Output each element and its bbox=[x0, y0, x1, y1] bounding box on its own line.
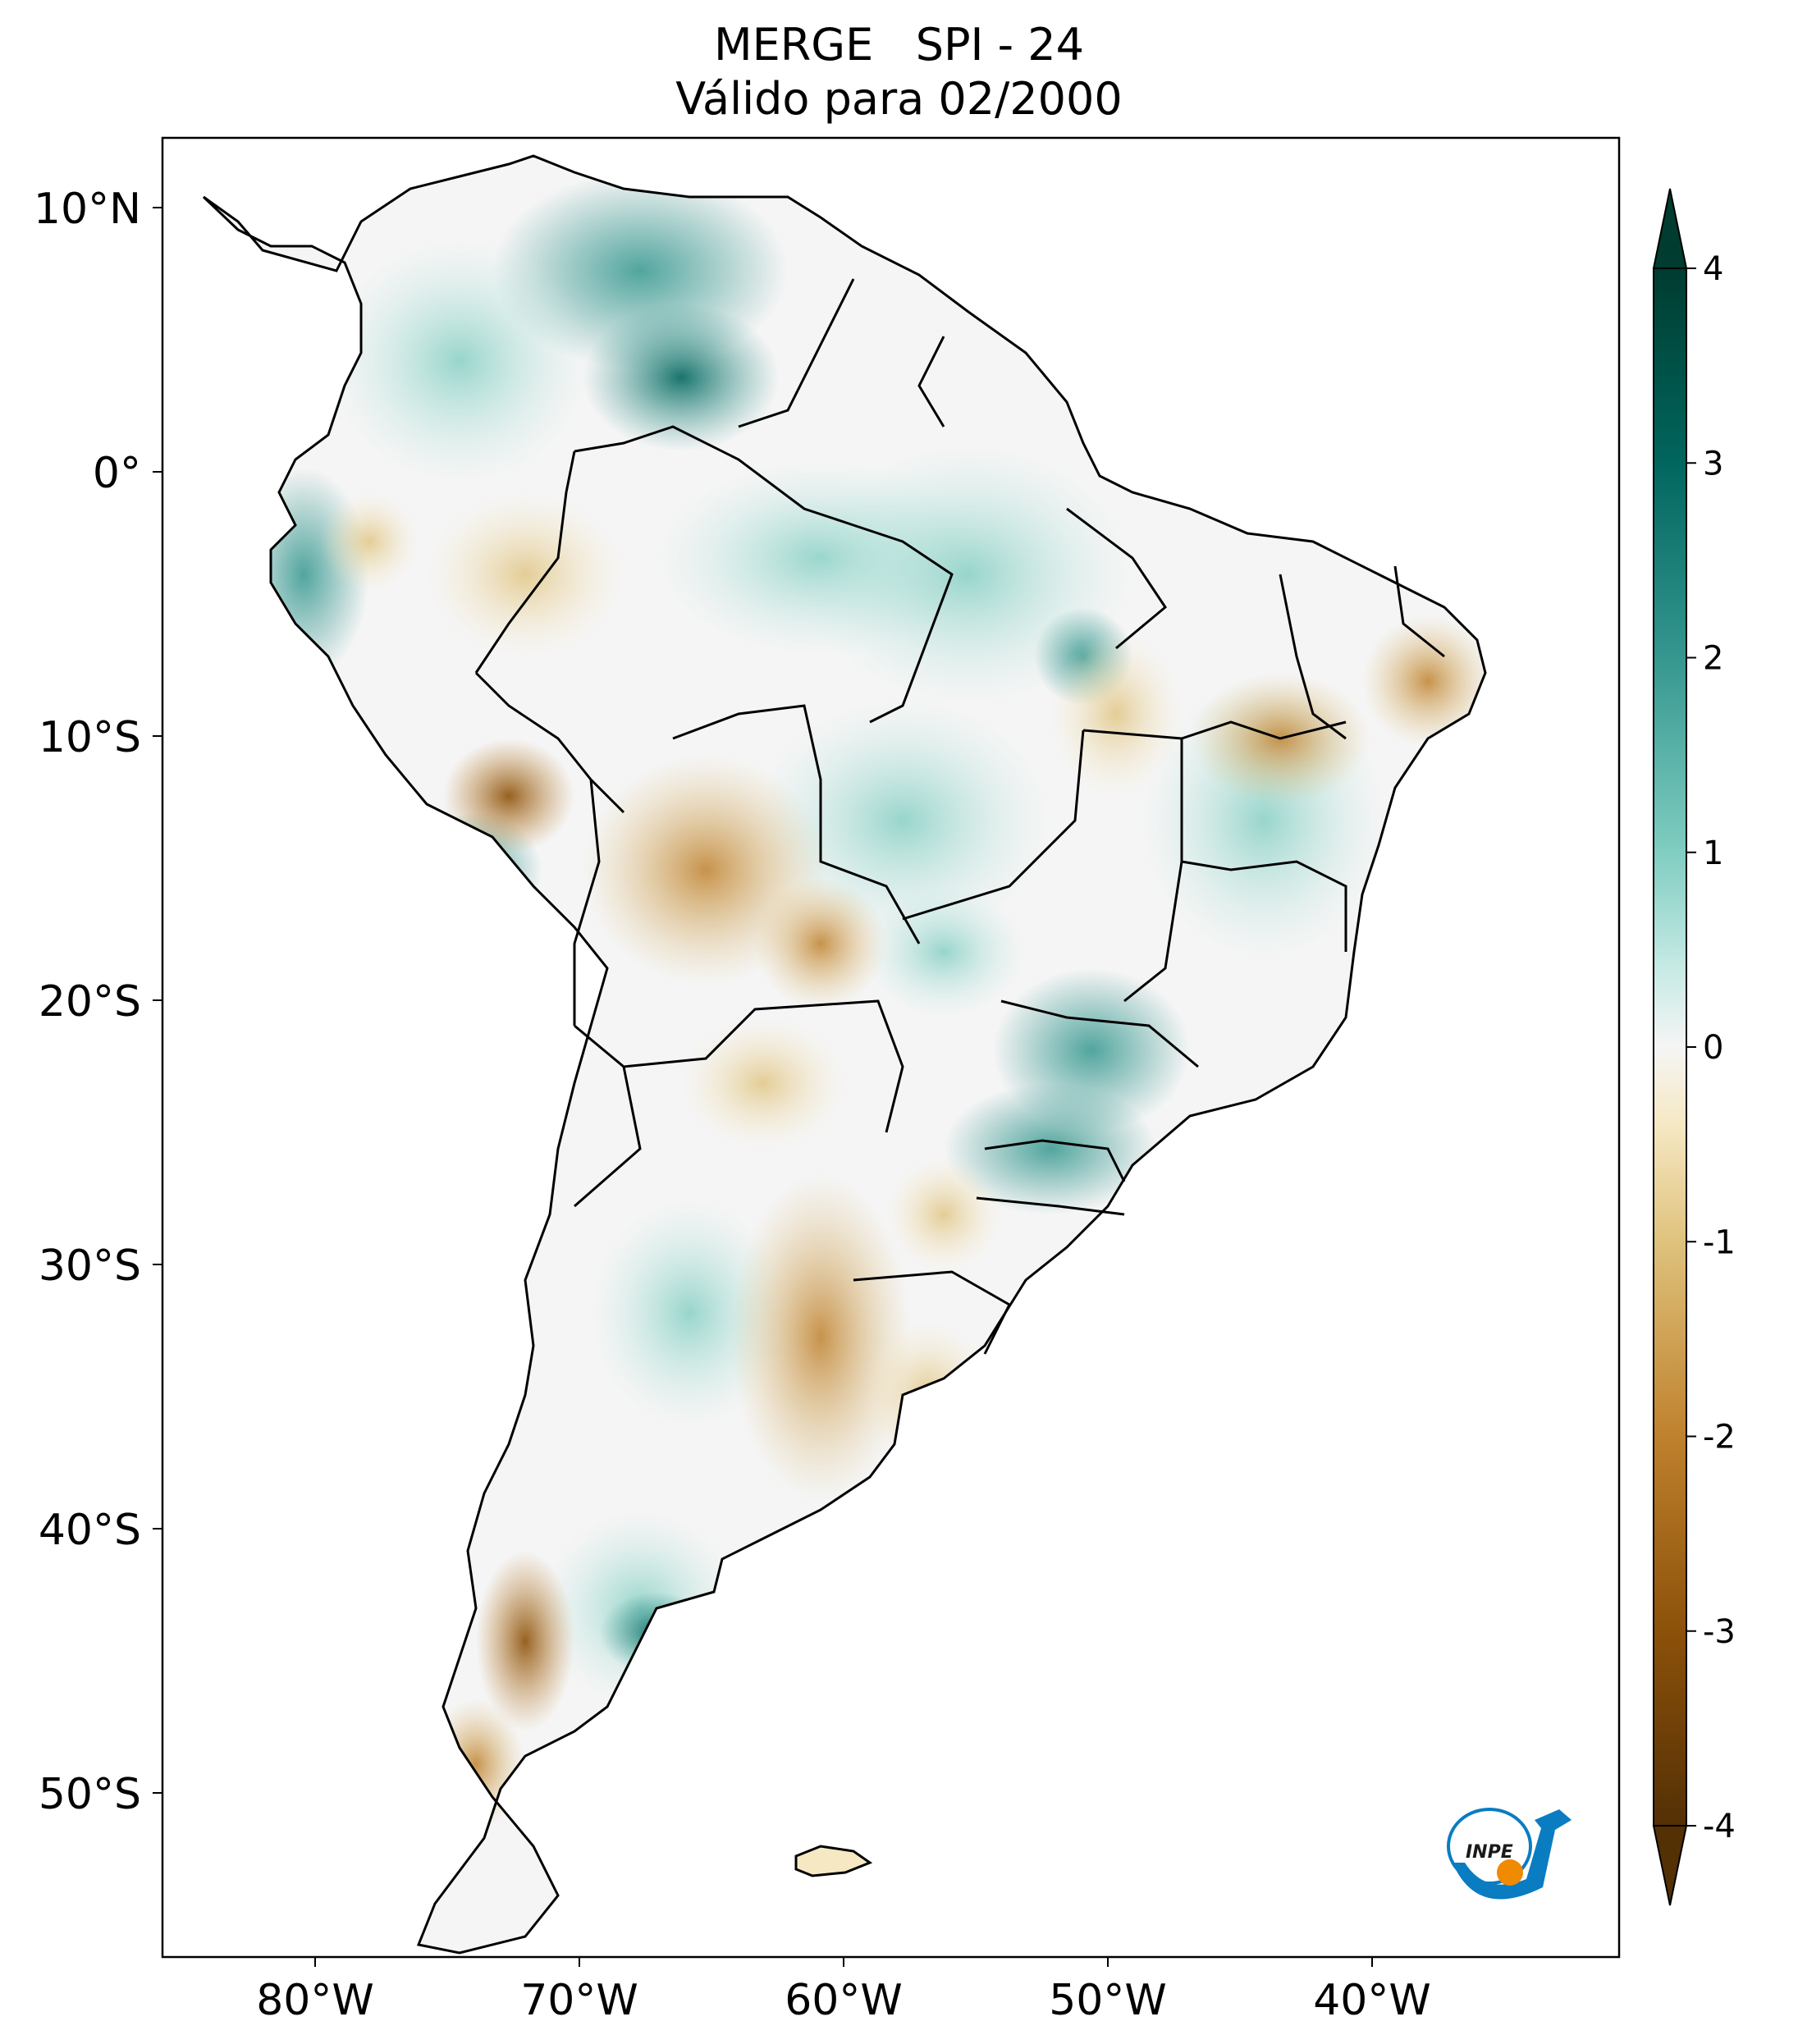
falkland-islands bbox=[794, 1845, 873, 1877]
colorbar-extend-bottom bbox=[1652, 1825, 1688, 1906]
title-line-2: Válido para 02/2000 bbox=[675, 73, 1123, 125]
colorbar-tick-label: 1 bbox=[1703, 835, 1723, 872]
lon-label-40w: 40°W bbox=[1313, 1976, 1431, 2025]
lat-label-0: 0° bbox=[93, 449, 141, 498]
lat-label-50s: 50°S bbox=[39, 1770, 141, 1819]
lat-label-10s: 10°S bbox=[39, 713, 141, 762]
colorbar-body bbox=[1653, 268, 1687, 1827]
colorbar-tick-label: -1 bbox=[1703, 1223, 1736, 1261]
lon-label-60w: 60°W bbox=[785, 1976, 903, 2025]
lat-label-40s: 40°S bbox=[39, 1506, 141, 1555]
colorbar-tick-label: 2 bbox=[1703, 640, 1723, 678]
inpe-logo-text: INPE bbox=[1466, 1842, 1513, 1863]
lat-label-20s: 20°S bbox=[39, 977, 141, 1027]
political-borders bbox=[474, 278, 1445, 1355]
latitude-axis: 10°N 0° 10°S 20°S 30°S 40°S 50°S bbox=[34, 185, 162, 1819]
map-title: MERGE SPI - 24 Válido para 02/2000 bbox=[0, 18, 1798, 126]
dry-anomaly-peru bbox=[443, 738, 574, 853]
colorbar-tick-label: -2 bbox=[1703, 1419, 1736, 1456]
colorbar-tick-label: 0 bbox=[1703, 1029, 1723, 1067]
colorbar-tick-label: 3 bbox=[1703, 445, 1723, 482]
longitude-axis: 80°W 70°W 60°W 50°W 40°W bbox=[256, 1957, 1431, 2025]
lon-label-50w: 50°W bbox=[1049, 1976, 1167, 2025]
inpe-logo: INPE bbox=[1447, 1808, 1572, 1900]
colorbar-extend-top bbox=[1652, 188, 1688, 269]
title-line-1: MERGE SPI - 24 bbox=[714, 19, 1084, 71]
colorbar-tick-label: -3 bbox=[1703, 1613, 1736, 1651]
lon-label-70w: 70°W bbox=[520, 1976, 638, 2025]
lon-label-80w: 80°W bbox=[256, 1976, 374, 2025]
colorbar-tick-label: -4 bbox=[1703, 1808, 1736, 1845]
lat-label-30s: 30°S bbox=[39, 1241, 141, 1291]
lat-label-10n: 10°N bbox=[34, 185, 141, 234]
colorbar-tick-label: 4 bbox=[1703, 250, 1723, 288]
colorbar: 4 3 2 1 0 -1 -2 -3 -4 bbox=[1652, 188, 1736, 1906]
